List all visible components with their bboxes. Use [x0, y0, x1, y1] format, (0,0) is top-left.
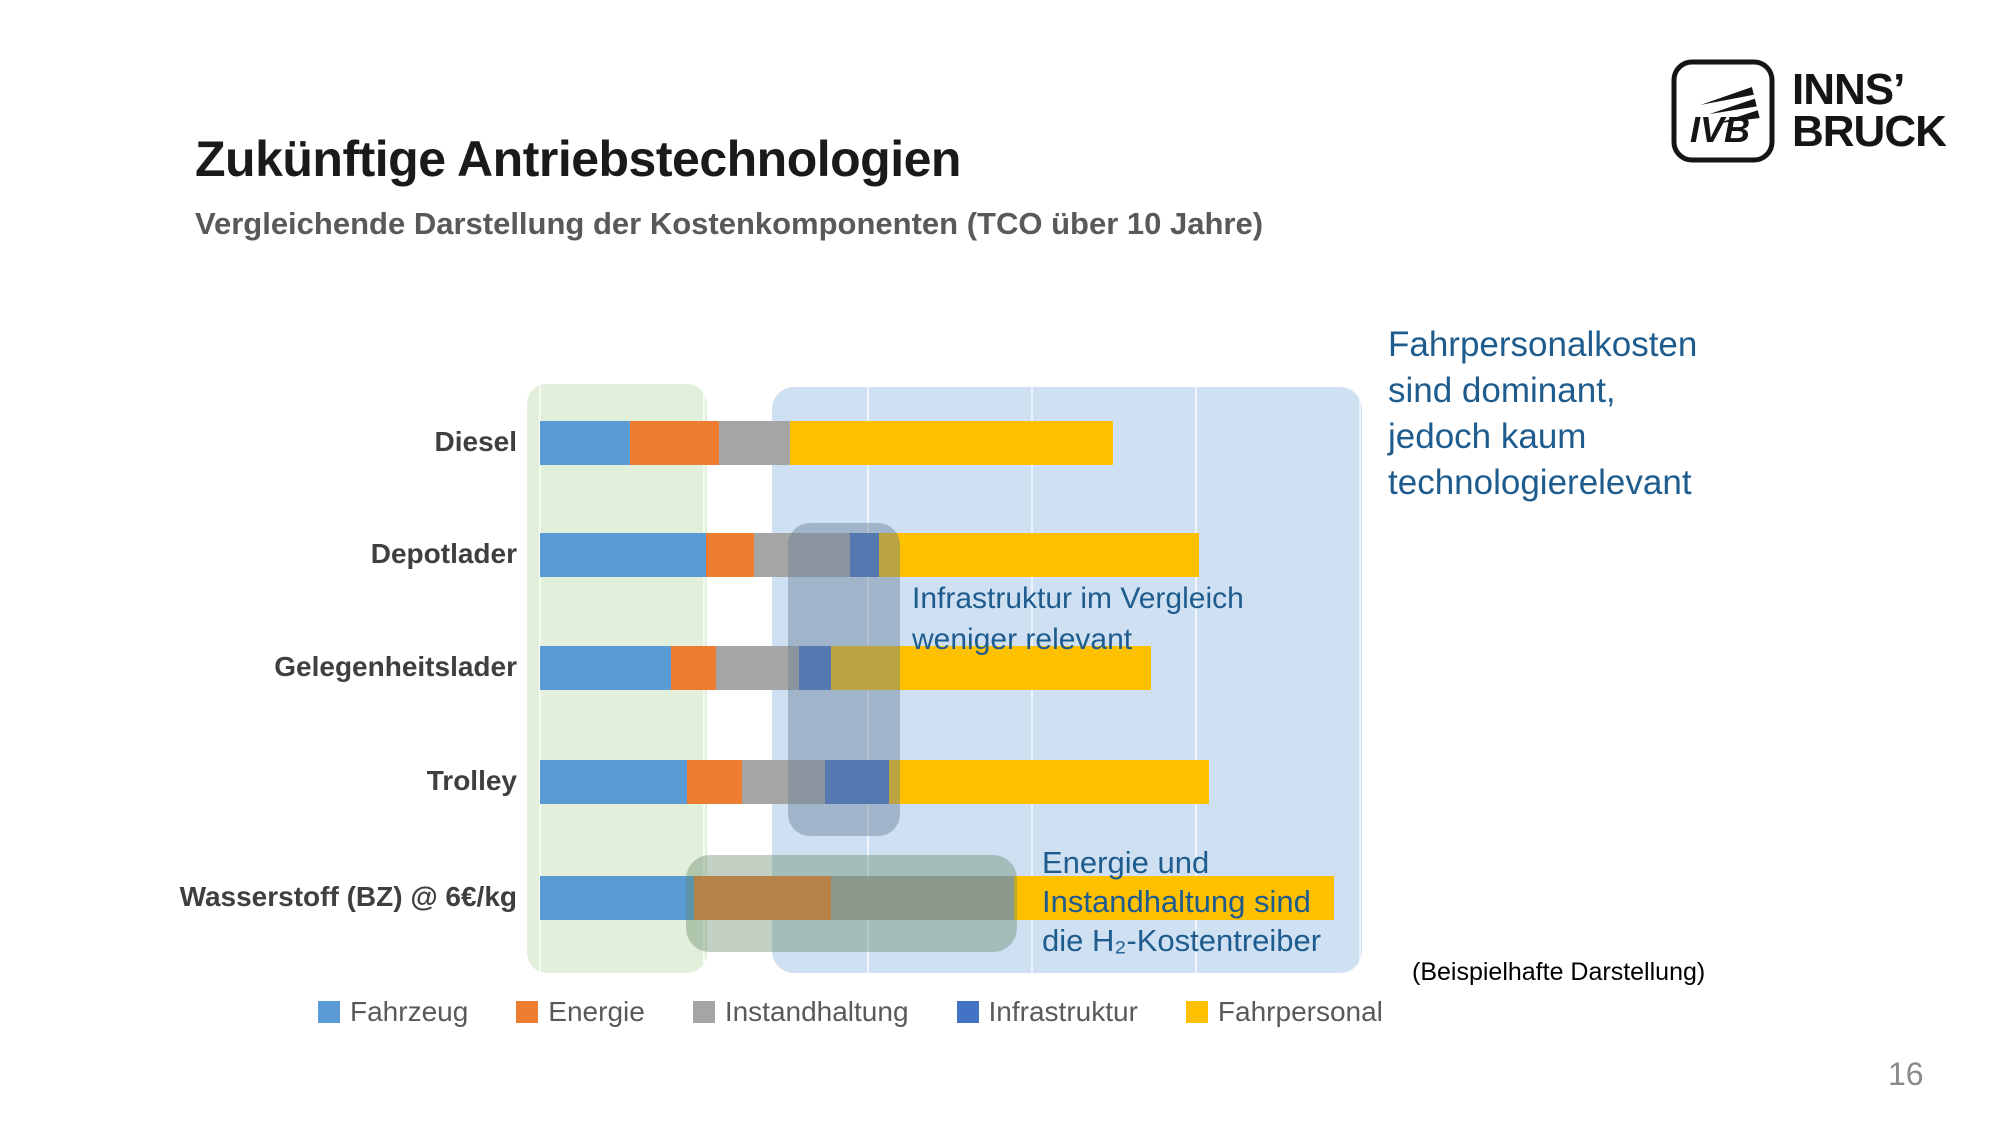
legend-label: Energie [548, 996, 645, 1027]
bar-segment-fahrpersonal [831, 646, 1152, 690]
page-subtitle: Vergleichende Darstellung der Kostenkomp… [195, 206, 1264, 241]
bar-segment-fahrpersonal [789, 421, 1113, 465]
bar-segment-fahrzeug [540, 421, 630, 465]
highlight-h2-cost-overlay [686, 855, 1017, 952]
bar-segment-fahrpersonal [1013, 876, 1334, 920]
bar-segment-instandhaltung [716, 646, 800, 690]
bar-segment-instandhaltung [719, 421, 790, 465]
bar-segment-instandhaltung [754, 533, 851, 577]
annotation-line: jedoch kaum [1388, 417, 1587, 456]
legend-item-instandhaltung: Instandhaltung [692, 996, 909, 1028]
category-label: Depotlader [370, 538, 517, 569]
annotation-line: Fahrpersonalkosten [1388, 325, 1698, 364]
ivb-innsbruck-logo: IVB INNS’ BRUCK [1670, 58, 1947, 164]
innsbruck-wordmark: INNS’ BRUCK [1792, 65, 1947, 156]
bar-segment-energie [629, 421, 720, 465]
annotation-line: technologierelevant [1388, 463, 1692, 502]
annotation-line: weniger relevant [912, 623, 1133, 656]
innsbruck-wordmark-line2: BRUCK [1792, 107, 1947, 156]
bar-segment-fahrpersonal [879, 533, 1200, 577]
bar-segment-energie [706, 533, 755, 577]
annotation-line: Infrastruktur im Vergleich [912, 582, 1244, 615]
bar-segment-fahrpersonal [888, 760, 1209, 804]
annotation-infrastruktur: Infrastruktur im Vergleich weniger releva… [912, 578, 1244, 660]
bar-segment-fahrzeug [540, 876, 694, 920]
page-title: Zukünftige Antriebstechnologien [195, 131, 961, 187]
legend-label: Fahrzeug [350, 996, 469, 1027]
category-label: Trolley [426, 765, 517, 796]
ivb-wing-icon [1700, 86, 1760, 124]
annotation-fahrpersonal: Fahrpersonalkosten sind dominant, jedoch k… [1388, 322, 1697, 506]
bar-segment-infrastruktur [850, 533, 880, 577]
ivb-logo-mark: IVB [1690, 109, 1750, 150]
legend-label: Instandhaltung [724, 996, 909, 1027]
legend-item-energie: Energie [516, 996, 645, 1028]
bar-segment-energie [693, 876, 832, 920]
footnote: (Beispielhafte Darstellung) [1412, 958, 1706, 986]
chart-legend: Fahrzeug Energie Instandhaltung Infrastrukt… [318, 996, 1383, 1028]
bar-segment-instandhaltung [741, 760, 825, 804]
innsbruck-wordmark-line1: INNS’ [1792, 65, 1905, 114]
bar-segment-infrastruktur [824, 760, 889, 804]
annotation-line: Energie und [1042, 845, 1210, 880]
legend-swatch-icon [956, 1001, 979, 1023]
legend-swatch-icon [516, 1001, 539, 1023]
bar-segment-infrastruktur [799, 646, 832, 690]
gridline [1195, 384, 1197, 973]
legend-swatch-icon [692, 1001, 715, 1023]
ivb-logo-icon: IVB [1671, 59, 1775, 163]
legend-item-fahrpersonal: Fahrpersonal [1185, 996, 1383, 1028]
legend-swatch-icon [318, 1001, 340, 1023]
legend-item-infrastruktur: Infrastruktur [956, 996, 1138, 1028]
category-label: Diesel [434, 426, 518, 457]
highlight-infrastruktur-overlay [788, 523, 900, 836]
annotation-h2-kostentreiber: Energie und Instandhaltung sind die H₂-Kos… [1042, 843, 1321, 960]
category-label: Gelegenheitslader [274, 651, 517, 682]
legend-label: Fahrpersonal [1217, 996, 1383, 1027]
legend-label: Infrastruktur [988, 996, 1138, 1027]
category-label: Wasserstoff (BZ) @ 6€/kg [179, 881, 517, 912]
annotation-line: Instandhaltung sind [1042, 884, 1311, 919]
legend-swatch-icon [1185, 1001, 1208, 1023]
bar-segment-fahrzeug [540, 533, 707, 577]
annotation-line: die H₂-Kostentreiber [1042, 923, 1322, 958]
page-number: 16 [1888, 1056, 1924, 1092]
bar-segment-fahrzeug [540, 646, 672, 690]
annotation-line: sind dominant, [1388, 371, 1616, 410]
gridline [1359, 384, 1361, 973]
bar-segment-energie [687, 760, 742, 804]
legend-item-fahrzeug: Fahrzeug [318, 996, 468, 1028]
bar-segment-fahrzeug [540, 760, 688, 804]
bar-segment-energie [671, 646, 716, 690]
bar-segment-instandhaltung [831, 876, 1014, 920]
